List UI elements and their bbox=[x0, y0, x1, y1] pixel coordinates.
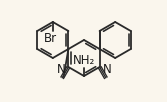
Text: NH₂: NH₂ bbox=[73, 54, 95, 67]
Text: N: N bbox=[57, 63, 65, 76]
Text: Br: Br bbox=[44, 32, 57, 45]
Text: N: N bbox=[103, 63, 111, 76]
